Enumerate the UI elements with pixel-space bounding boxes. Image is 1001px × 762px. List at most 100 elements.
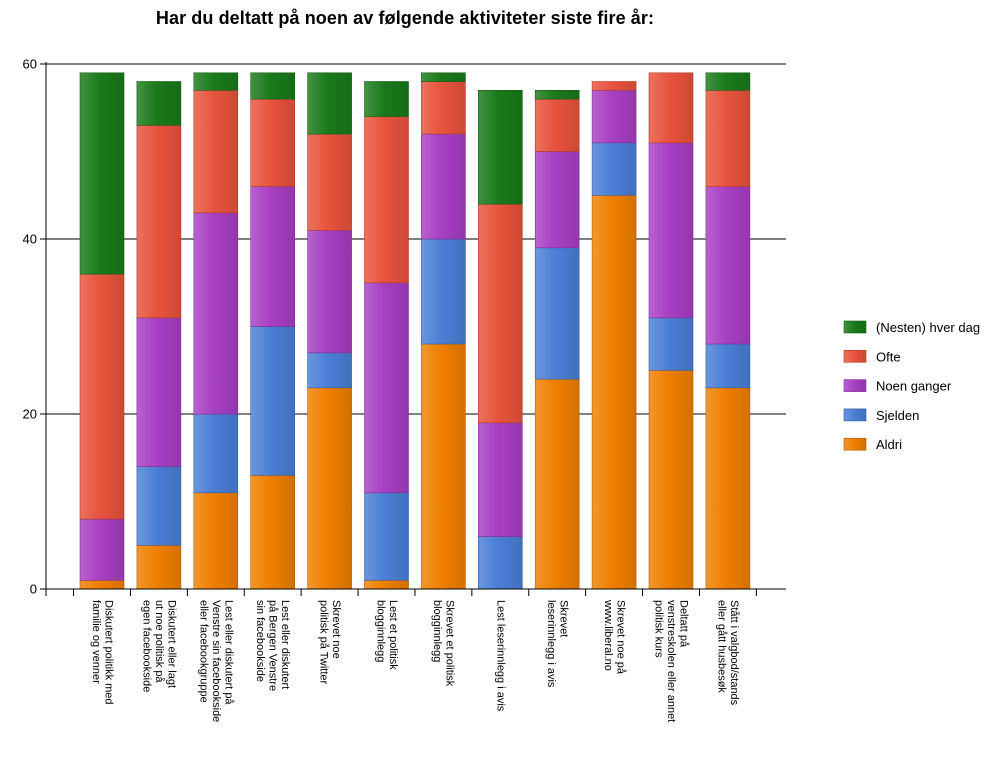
bar-segment-aldri-2	[136, 544, 182, 590]
x-category-label-9-line-1: Skrevet	[558, 600, 570, 637]
bar-segment-sjelden-12	[705, 343, 751, 389]
bar-segment-aldri-7	[421, 343, 466, 590]
x-category-label-4-line-2: på Bergen Venstre	[267, 600, 279, 691]
legend-label-nesten-hver-dag: (Nesten) hver dag	[876, 320, 980, 335]
y-tick-label-60: 60	[23, 57, 37, 72]
x-category-label-4-line-3: sin facebookside	[254, 600, 266, 682]
x-category-label-4-line-1: Lest eller diskutert	[279, 600, 291, 689]
bar-segment-sjelden-9	[534, 247, 580, 380]
bar-segment-nesten-hver-dag-12	[705, 72, 751, 91]
x-category-label-7-line-2: blogginnlegg	[431, 600, 443, 662]
legend-label-noen-ganger: Noen ganger	[876, 379, 952, 394]
legend-swatch-aldri	[843, 437, 867, 451]
bar-segment-noen-ganger-6	[364, 282, 409, 494]
bar-segment-nesten-hver-dag-2	[136, 81, 182, 126]
chart-title: Har du deltatt på noen av følgende aktiv…	[155, 8, 655, 28]
x-category-label-5-line-2: politisk på Twitter	[317, 600, 329, 685]
bar-segment-aldri-11	[648, 369, 694, 590]
legend-label-ofte: Ofte	[876, 349, 901, 364]
bar-segment-noen-ganger-1	[79, 518, 125, 581]
bar-segment-nesten-hver-dag-7	[421, 72, 466, 82]
y-tick-label-20: 20	[23, 407, 37, 422]
bar-segment-sjelden-6	[364, 492, 409, 581]
x-category-label-1-line-2: familie og venner	[90, 600, 102, 684]
x-category-label-3-line-3: eller facebookgruppe	[197, 600, 209, 703]
x-category-label-2-line-2: ut noe politisk på	[153, 600, 165, 683]
bar-segment-ofte-3	[193, 90, 239, 214]
x-category-label-7-line-1: Skrevet et politisk	[444, 600, 456, 687]
legend-label-sjelden: Sjelden	[876, 408, 919, 423]
bar-segment-sjelden-5	[307, 352, 352, 389]
x-category-label-2-line-1: Diskutert eller lagt	[165, 600, 177, 688]
x-category-label-8-line-1: Lest leserinnlegg i avis	[494, 600, 506, 712]
bar-segment-ofte-10	[591, 81, 637, 91]
bars-layer	[79, 72, 751, 590]
bar-segment-noen-ganger-9	[534, 151, 580, 249]
bar-segment-noen-ganger-7	[421, 133, 466, 240]
bar-segment-ofte-12	[705, 90, 751, 187]
bar-segment-noen-ganger-11	[648, 142, 694, 319]
bar-segment-aldri-1	[79, 579, 125, 590]
bar-segment-aldri-12	[705, 387, 751, 590]
bar-segment-ofte-2	[136, 125, 182, 319]
bar-segment-ofte-6	[364, 116, 409, 284]
bar-segment-aldri-3	[193, 492, 239, 590]
x-category-label-9-line-2: leserinnlegg i avis	[545, 600, 557, 688]
bar-segment-sjelden-7	[421, 238, 466, 345]
bar-segment-noen-ganger-12	[705, 186, 751, 345]
bar-segment-nesten-hver-dag-5	[307, 72, 352, 135]
y-tick-label-40: 40	[23, 232, 37, 247]
x-category-label-1-line-1: Diskutert politikk med	[102, 600, 114, 705]
bar-segment-aldri-6	[364, 579, 409, 590]
x-category-label-2-line-3: egen facebookside	[140, 600, 152, 692]
x-category-label-10-line-1: Skrevet noe på	[614, 600, 626, 675]
x-category-label-3-line-1: Lest eller diskutert på	[222, 600, 234, 705]
legend-swatch-noen-ganger	[843, 379, 867, 392]
legend: (Nesten) hver dag Ofte Noen ganger Sjelden A…	[843, 320, 980, 452]
bar-segment-ofte-9	[534, 98, 580, 152]
legend-swatch-nesten-hver-dag	[843, 320, 867, 334]
x-category-label-11-line-2: venstreskolen eller annet	[665, 600, 677, 722]
x-category-label-12-line-1: Stått i valgbod/stands	[728, 600, 740, 706]
bar-segment-nesten-hver-dag-3	[193, 72, 239, 91]
bar-segment-nesten-hver-dag-8	[477, 90, 523, 205]
bar-segment-aldri-10	[591, 195, 637, 590]
x-category-label-3-line-2: Venstre sin facebookside	[210, 600, 222, 722]
x-category-label-11-line-1: Deltatt på	[678, 600, 690, 648]
x-category-label-6-line-1: Lest et politisk	[387, 600, 399, 670]
x-category-label-5-line-1: Skrevet noe	[330, 600, 342, 659]
x-category-label-12-line-2: eller gått husbesøk	[716, 600, 728, 693]
bar-segment-nesten-hver-dag-1	[79, 72, 125, 275]
bar-segment-nesten-hver-dag-9	[534, 90, 580, 100]
bar-segment-noen-ganger-5	[307, 230, 352, 354]
bar-segment-ofte-8	[477, 203, 523, 424]
bar-segment-ofte-1	[79, 273, 125, 520]
bar-segment-sjelden-2	[136, 466, 182, 546]
legend-label-aldri: Aldri	[876, 437, 902, 452]
bar-segment-sjelden-3	[193, 413, 239, 494]
bar-segment-noen-ganger-4	[250, 186, 295, 327]
axis-layer: 0 20 40 60	[23, 57, 786, 597]
bar-segment-ofte-4	[250, 98, 295, 187]
bar-segment-sjelden-11	[648, 317, 694, 371]
bar-segment-noen-ganger-10	[591, 90, 637, 144]
bar-segment-noen-ganger-8	[477, 422, 523, 537]
bar-segment-aldri-4	[250, 474, 295, 590]
bar-segment-ofte-5	[307, 133, 352, 231]
legend-swatch-sjelden	[843, 408, 867, 422]
bar-segment-noen-ganger-3	[193, 212, 239, 415]
bar-segment-nesten-hver-dag-4	[250, 72, 295, 100]
y-tick-label-0: 0	[30, 582, 37, 597]
bar-segment-ofte-11	[648, 72, 694, 144]
bar-segment-aldri-5	[307, 387, 352, 590]
x-category-label-11-line-3: politisk kurs	[653, 600, 665, 658]
bar-segment-noen-ganger-2	[136, 317, 182, 467]
bar-segment-sjelden-10	[591, 142, 637, 196]
x-category-label-6-line-2: blogginnlegg	[374, 600, 386, 662]
bar-segment-ofte-7	[421, 81, 466, 135]
bar-segment-sjelden-8	[477, 536, 523, 590]
bar-segment-sjelden-4	[250, 326, 295, 476]
x-category-label-10-line-2: www.liberal.no	[602, 599, 614, 671]
legend-swatch-ofte	[843, 349, 867, 363]
